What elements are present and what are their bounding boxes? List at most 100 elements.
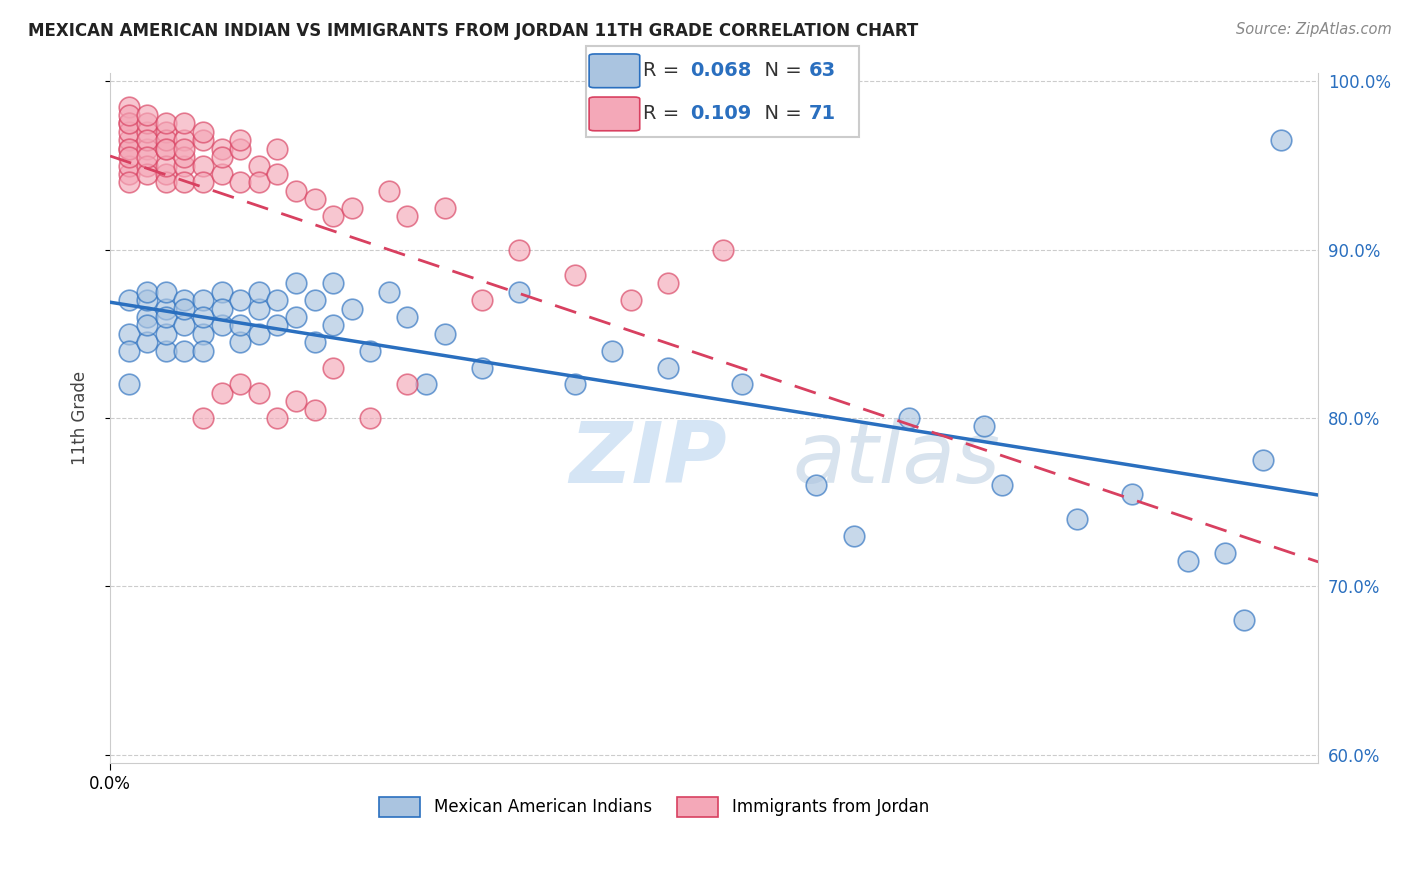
Point [1251, 453, 1274, 467]
Point [118, 100, 141, 114]
Point [322, 318, 344, 333]
Point [211, 142, 233, 156]
Point [118, 159, 141, 173]
Point [564, 377, 586, 392]
Point [155, 116, 177, 130]
Point [211, 318, 233, 333]
Point [1177, 554, 1199, 568]
Point [191, 293, 214, 308]
Point [471, 293, 494, 308]
Point [173, 116, 195, 130]
Point [191, 175, 214, 189]
Point [173, 343, 195, 358]
Point [229, 318, 252, 333]
Text: R =: R = [643, 62, 685, 80]
Point [322, 277, 344, 291]
Point [136, 150, 159, 164]
Point [191, 343, 214, 358]
Point [118, 125, 141, 139]
Point [191, 125, 214, 139]
Point [155, 175, 177, 189]
Text: MEXICAN AMERICAN INDIAN VS IMMIGRANTS FROM JORDAN 11TH GRADE CORRELATION CHART: MEXICAN AMERICAN INDIAN VS IMMIGRANTS FR… [28, 22, 918, 40]
Point [118, 142, 141, 156]
Point [118, 377, 141, 392]
Point [118, 133, 141, 147]
Point [471, 360, 494, 375]
Point [619, 293, 641, 308]
Point [266, 167, 288, 181]
Point [340, 301, 363, 316]
Point [191, 326, 214, 341]
Point [973, 419, 995, 434]
Point [211, 285, 233, 299]
Point [304, 402, 326, 417]
Point [118, 175, 141, 189]
Point [136, 116, 159, 130]
Point [155, 343, 177, 358]
Point [118, 293, 141, 308]
Text: atlas: atlas [793, 418, 1001, 501]
Point [322, 209, 344, 223]
Point [229, 133, 252, 147]
Point [378, 184, 401, 198]
Point [173, 142, 195, 156]
Point [378, 285, 401, 299]
Point [229, 175, 252, 189]
Point [173, 159, 195, 173]
Point [806, 478, 828, 492]
Point [508, 285, 530, 299]
Point [247, 301, 270, 316]
Point [118, 108, 141, 122]
Point [155, 167, 177, 181]
Legend: Mexican American Indians, Immigrants from Jordan: Mexican American Indians, Immigrants fro… [373, 790, 935, 824]
Point [1121, 487, 1143, 501]
Point [247, 326, 270, 341]
Point [564, 268, 586, 282]
Point [340, 201, 363, 215]
Point [173, 175, 195, 189]
Point [247, 175, 270, 189]
Point [118, 116, 141, 130]
Point [229, 377, 252, 392]
Point [284, 394, 307, 409]
Point [136, 293, 159, 308]
Point [322, 360, 344, 375]
Point [136, 125, 159, 139]
Text: ZIP: ZIP [569, 418, 727, 501]
Point [266, 318, 288, 333]
Text: N =: N = [752, 62, 808, 80]
Point [136, 142, 159, 156]
Point [304, 293, 326, 308]
Text: 63: 63 [808, 62, 835, 80]
Point [155, 142, 177, 156]
Point [136, 285, 159, 299]
Point [433, 201, 456, 215]
Point [229, 335, 252, 350]
Text: 71: 71 [808, 104, 835, 123]
Point [433, 326, 456, 341]
Point [136, 335, 159, 350]
Point [304, 335, 326, 350]
Point [211, 301, 233, 316]
Point [359, 343, 381, 358]
Point [991, 478, 1014, 492]
Point [304, 192, 326, 206]
Point [898, 411, 921, 425]
Point [229, 293, 252, 308]
Point [842, 529, 865, 543]
Point [118, 326, 141, 341]
Point [173, 150, 195, 164]
Point [191, 411, 214, 425]
Point [359, 411, 381, 425]
Point [508, 243, 530, 257]
Point [118, 343, 141, 358]
Point [136, 318, 159, 333]
Point [266, 142, 288, 156]
Text: 0.068: 0.068 [690, 62, 752, 80]
Point [284, 184, 307, 198]
Point [657, 360, 679, 375]
Point [211, 150, 233, 164]
Point [396, 209, 419, 223]
FancyBboxPatch shape [586, 46, 859, 137]
Point [155, 285, 177, 299]
